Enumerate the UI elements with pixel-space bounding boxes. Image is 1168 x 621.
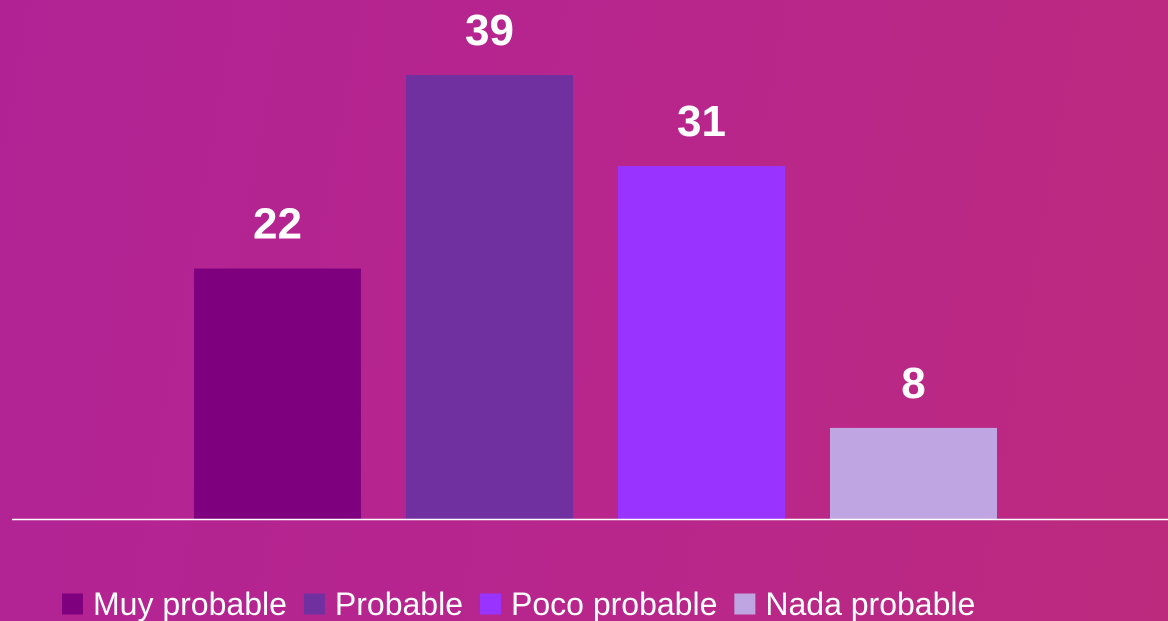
data-label-muy-probable: 22 (253, 200, 302, 249)
data-label-probable: 39 (465, 6, 514, 55)
legend-label-nada-probable: Nada probable (765, 586, 975, 621)
legend-label-probable: Probable (335, 586, 463, 621)
bar-nada-probable (830, 427, 997, 519)
data-label-nada-probable: 8 (901, 359, 925, 408)
bars-group (194, 75, 997, 520)
legend-swatch-muy-probable (62, 593, 83, 615)
legend-label-poco-probable: Poco probable (511, 586, 717, 621)
bar-muy-probable (194, 268, 361, 519)
data-labels-group: 22 39 31 8 (253, 6, 926, 408)
legend-swatch-poco-probable (479, 593, 501, 615)
legend-swatch-probable (303, 593, 325, 615)
bar-probable (406, 75, 573, 519)
legend-label-muy-probable: Muy probable (93, 586, 287, 621)
legend-swatch-nada-probable (734, 593, 756, 615)
legend: Muy probable Probable Poco probable Nada pr… (62, 586, 975, 621)
data-label-poco-probable: 31 (677, 97, 726, 146)
bar-poco-probable (618, 166, 785, 520)
